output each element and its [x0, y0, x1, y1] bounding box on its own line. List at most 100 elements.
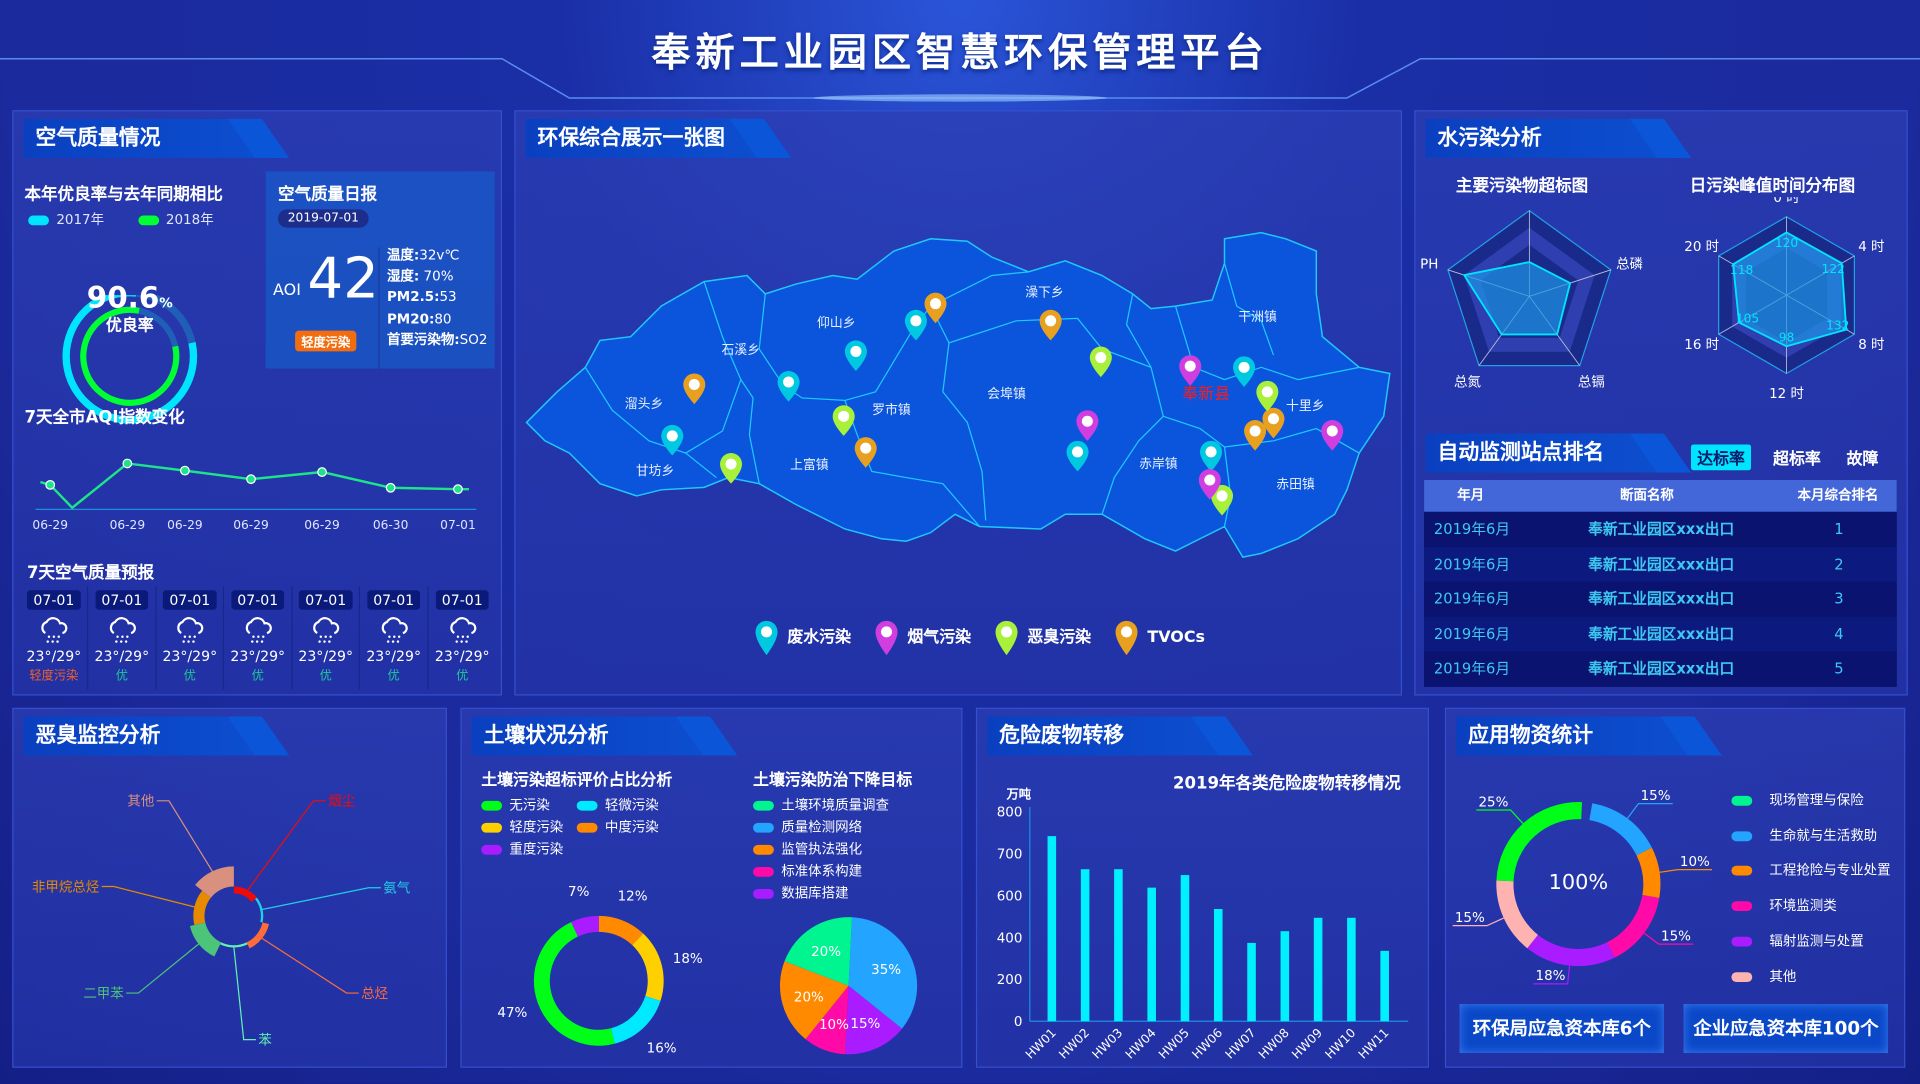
rain-cloud-icon	[449, 617, 476, 643]
marker-tvoc-pin-icon[interactable]	[683, 373, 706, 405]
marker-water-pin-icon[interactable]	[1233, 356, 1256, 387]
marker-odor-pin-icon[interactable]	[720, 453, 743, 484]
forecast-date: 07-01	[435, 590, 489, 610]
marker-water-pin-icon[interactable]	[661, 424, 684, 456]
forecast-title: 7天空气质量预报	[26, 563, 155, 583]
marker-odor-pin-icon[interactable]	[1256, 380, 1279, 412]
bar[interactable]	[1114, 869, 1123, 1022]
marker-tvoc-pin-icon[interactable]	[1039, 309, 1062, 341]
rose-slice[interactable]	[255, 897, 264, 923]
pie-value-label: 47%	[497, 1006, 527, 1021]
legend-item: 监管执法强化	[753, 839, 862, 859]
table-cell: 2019年6月	[1433, 590, 1511, 608]
pie-slice[interactable]	[805, 985, 849, 1055]
map-pin-icon	[755, 620, 778, 656]
forecast-day: 07-01 23°/29° 优	[225, 586, 293, 690]
legend-label: 无污染	[509, 797, 550, 814]
legend-swatch	[753, 822, 774, 833]
marker-tvoc-pin-icon[interactable]	[1244, 420, 1267, 451]
map-region-outline[interactable]	[525, 231, 1391, 558]
pie-slice[interactable]	[598, 915, 644, 946]
radar-value-label: 120	[1775, 236, 1798, 250]
rose-slice[interactable]	[193, 890, 211, 925]
tab-exceed-rate[interactable]: 超标率	[1773, 450, 1821, 469]
donut-slice[interactable]	[1589, 803, 1652, 856]
marker-smoke-pin-icon[interactable]	[1076, 410, 1099, 441]
rose-slice[interactable]	[195, 866, 234, 898]
chart-title: 2019年各类危险废物转移情况	[1172, 773, 1401, 794]
marker-water-pin-icon[interactable]	[1066, 440, 1089, 472]
marker-water-pin-icon[interactable]	[777, 371, 800, 402]
pie-slice[interactable]	[845, 985, 902, 1055]
marker-tvoc-pin-icon[interactable]	[1262, 407, 1285, 439]
town-label: 奉新县	[1182, 384, 1230, 403]
rose-slice[interactable]	[220, 942, 248, 948]
marker-odor-pin-icon[interactable]	[1211, 484, 1234, 516]
bar[interactable]	[1080, 869, 1090, 1022]
pie-slice[interactable]	[784, 917, 852, 986]
marker-odor-pin-icon[interactable]	[832, 405, 855, 436]
table-cell: 2	[1834, 555, 1844, 573]
marker-smoke-pin-icon[interactable]	[1198, 468, 1221, 500]
trend-point	[453, 484, 463, 495]
marker-water-pin-icon[interactable]	[844, 340, 867, 372]
donut-slice[interactable]	[1527, 934, 1615, 967]
donut-slice[interactable]	[1607, 895, 1660, 958]
bar[interactable]	[1180, 875, 1190, 1022]
radar-indicator-label: 总磷	[1616, 257, 1643, 273]
donut-slice[interactable]	[1496, 880, 1538, 949]
marker-water-pin-icon[interactable]	[904, 309, 927, 341]
donut-value-label: 10%	[1680, 855, 1710, 870]
pie-slice[interactable]	[533, 922, 615, 1046]
legend-swatch	[753, 866, 774, 877]
label-leader	[261, 937, 359, 994]
table-row[interactable]: 2019年6月 奉新工业园区xxx出口 3	[1424, 581, 1897, 617]
marker-odor-pin-icon[interactable]	[1089, 346, 1112, 378]
bar[interactable]	[1347, 917, 1356, 1022]
radar-value-label: 105	[1736, 312, 1759, 326]
pie-slice[interactable]	[610, 995, 661, 1044]
bar[interactable]	[1313, 917, 1323, 1022]
tab-pass-rate[interactable]: 达标率	[1691, 444, 1752, 471]
rose-label: 烟尘	[328, 794, 355, 810]
x-tick-label: HW01	[1023, 1026, 1059, 1062]
marker-tvoc-pin-icon[interactable]	[924, 292, 947, 324]
marker-tvoc-pin-icon[interactable]	[854, 437, 877, 468]
report-date: 2019-07-01	[277, 209, 369, 228]
rose-slice[interactable]	[189, 922, 222, 957]
bar[interactable]	[1147, 887, 1156, 1022]
legend-label: 2017年	[56, 211, 105, 228]
pie-slice[interactable]	[780, 961, 849, 1040]
map-legend: 废水污染 烟气污染 恶臭污染 TVOCs	[753, 620, 1227, 657]
bar[interactable]	[1047, 836, 1057, 1022]
donut-slice[interactable]	[1496, 802, 1583, 882]
epb-emergency-stock-button[interactable]: 环保局应急资本库6个	[1459, 1004, 1665, 1054]
donut-value-label: 15%	[1641, 789, 1671, 804]
marker-smoke-pin-icon[interactable]	[1321, 420, 1344, 451]
pie-slice[interactable]	[632, 933, 664, 1001]
bar[interactable]	[1380, 950, 1389, 1022]
table-row[interactable]: 2019年6月 奉新工业园区xxx出口 5	[1424, 651, 1897, 687]
legend-swatch-2018	[137, 215, 159, 226]
pie-slice[interactable]	[571, 915, 599, 937]
pie-slice[interactable]	[848, 917, 918, 1029]
enterprise-emergency-stock-button[interactable]: 企业应急资本库100个	[1683, 1004, 1889, 1054]
table-row[interactable]: 2019年6月 奉新工业园区xxx出口 4	[1424, 616, 1897, 652]
marker-water-pin-icon[interactable]	[1200, 440, 1223, 472]
table-row[interactable]: 2019年6月 奉新工业园区xxx出口 1	[1424, 511, 1897, 547]
rose-slice[interactable]	[246, 922, 270, 949]
x-tick-label: HW05	[1156, 1026, 1192, 1062]
map-legend-item: 废水污染	[753, 620, 851, 657]
bar[interactable]	[1213, 908, 1223, 1022]
marker-smoke-pin-icon[interactable]	[1179, 355, 1202, 386]
table-row[interactable]: 2019年6月 奉新工业园区xxx出口 2	[1424, 546, 1897, 582]
tab-fault[interactable]: 故障	[1846, 450, 1879, 469]
radar-indicator-label: COD	[1514, 197, 1544, 200]
label-leader	[156, 800, 213, 872]
label-leader	[1533, 965, 1571, 985]
bar[interactable]	[1247, 942, 1256, 1022]
donut-slice[interactable]	[1636, 847, 1661, 898]
bar[interactable]	[1280, 931, 1290, 1022]
legend-item: 标准体系构建	[753, 861, 862, 881]
